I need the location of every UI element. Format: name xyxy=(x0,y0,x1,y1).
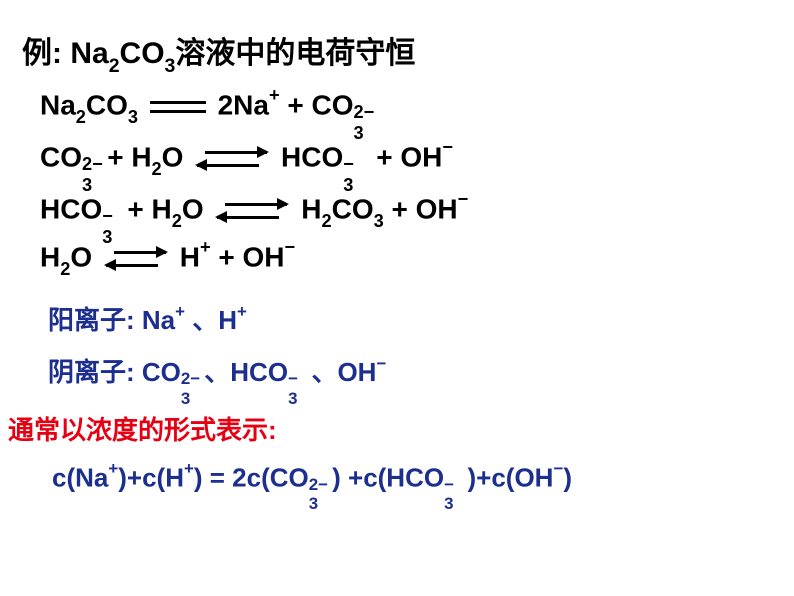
eq4-h: H xyxy=(40,241,60,272)
equilibrium-arrow-icon xyxy=(197,147,267,171)
title-mid: CO xyxy=(120,37,165,70)
title-sub2: 3 xyxy=(165,55,176,77)
eq2-o: O xyxy=(162,141,184,172)
eq1-rhs1: 2Na xyxy=(218,89,269,120)
anions-sep1: 、HCO xyxy=(204,357,288,387)
title-text: 例: Na xyxy=(22,37,109,70)
equilibrium-arrow-icon xyxy=(217,199,287,223)
eq2-h: + H xyxy=(107,141,151,172)
eq4-oh: + OH xyxy=(211,241,285,272)
eq3-h: + H xyxy=(127,193,171,224)
anions-line: 阴离子: CO2−3、HCO−3、OH− xyxy=(48,352,386,389)
title-suffix: 溶液中的电荷守恒 xyxy=(175,37,415,70)
double-line-arrow-icon xyxy=(150,96,206,118)
note-line: 通常以浓度的形式表示: xyxy=(8,410,277,447)
eq3-co3: CO xyxy=(332,193,374,224)
anions-sep2: 、OH xyxy=(311,357,376,387)
final-p6: ) xyxy=(563,463,572,493)
equation-1: Na2CO3 2Na+ + CO2−3 xyxy=(40,88,379,126)
eq3-hco: HCO xyxy=(40,193,102,224)
eq3-h2: H xyxy=(301,193,321,224)
final-p1: c(Na xyxy=(52,463,108,493)
eq3-oh: + OH xyxy=(384,193,458,224)
final-p3: ) = 2c(CO xyxy=(194,463,309,493)
eq2-co: CO xyxy=(40,141,82,172)
equilibrium-arrow-icon xyxy=(106,247,166,271)
final-p4: ) +c(HCO xyxy=(332,463,444,493)
final-p2: )+c(H xyxy=(118,463,184,493)
final-p5: )+c(OH xyxy=(467,463,553,493)
equation-3: HCO−3+ H2O H2CO3 + OH− xyxy=(40,192,468,230)
eq4-o: O xyxy=(70,241,92,272)
eq1-na: Na xyxy=(40,89,76,120)
eq3-o: O xyxy=(182,193,204,224)
eq1-rhs2: + CO xyxy=(280,89,354,120)
eq4-hplus: H xyxy=(180,241,200,272)
title-line: 例: Na2CO3溶液中的电荷守恒 xyxy=(22,28,415,76)
eq2-oh: + OH xyxy=(368,141,442,172)
equation-4: H2O H+ + OH− xyxy=(40,240,295,278)
title-sub1: 2 xyxy=(109,55,120,77)
eq1-co: CO xyxy=(86,89,128,120)
note-text: 通常以浓度的形式表示: xyxy=(8,415,277,445)
anions-label: 阴离子: CO xyxy=(48,357,181,387)
cations-label: 阳离子: Na xyxy=(48,305,175,335)
cations-line: 阳离子: Na+ 、H+ xyxy=(48,300,247,337)
final-equation: c(Na+)+c(H+) = 2c(CO2−3) +c(HCO−3)+c(OH−… xyxy=(52,462,572,494)
eq2-hco: HCO xyxy=(281,141,343,172)
equation-2: CO2−3+ H2O HCO−3 + OH− xyxy=(40,140,453,178)
cations-sep: 、H xyxy=(185,305,237,335)
